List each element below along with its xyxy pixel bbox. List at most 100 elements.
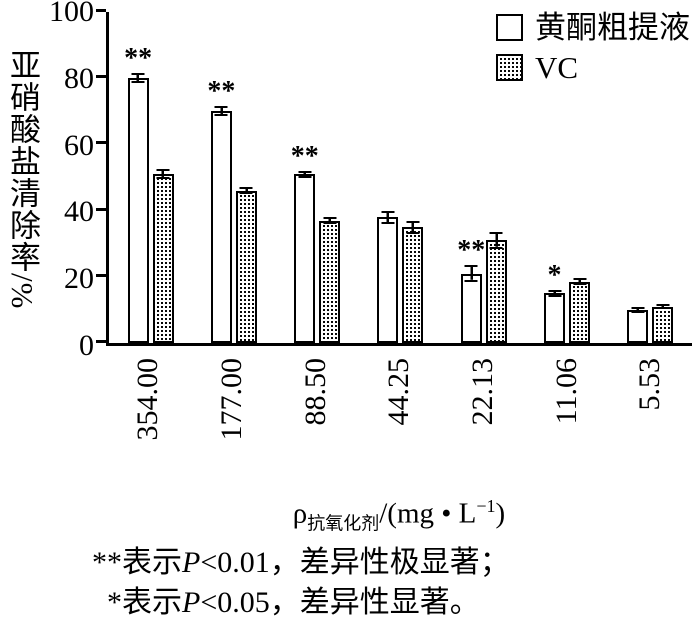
footnote-p001: **表示P<0.01，差异性极显著； — [86, 543, 692, 583]
plot-area: 黄酮粗提液 VC ** ** ** ** * — [96, 9, 692, 346]
bar-wrap — [235, 12, 257, 343]
bar-wrap — [402, 12, 424, 343]
x-tick-cell: 88.50 — [273, 346, 357, 494]
x-tick-label: 88.50 — [298, 358, 332, 426]
y-axis-tick-labels: 0 20 40 60 80 100 — [44, 0, 106, 361]
y-tick-mark — [96, 340, 106, 343]
y-axis-title: 亚硝酸盐清除率/% — [5, 48, 40, 310]
bar-group: ** — [109, 12, 192, 343]
legend-label: 黄酮粗提液 — [535, 10, 690, 45]
y-tick-label: 100 — [49, 0, 94, 28]
bar-wrap — [319, 12, 341, 343]
error-bar — [298, 170, 312, 178]
x-axis-rho-symbol: ρ — [292, 497, 308, 530]
legend: 黄酮粗提液 VC — [496, 12, 690, 83]
x-axis-spacer — [0, 346, 106, 494]
bar-group — [359, 12, 442, 343]
footnote-text: <0.01，差异性极显著； — [200, 546, 510, 580]
y-tick-mark — [96, 75, 106, 79]
footnote-p005: *表示P<0.05，差异性显著。 — [86, 583, 692, 623]
x-axis-exponent: −1 — [476, 496, 496, 516]
bar-vc — [485, 240, 507, 343]
y-tick-label: 40 — [64, 195, 94, 229]
error-bar — [631, 307, 645, 313]
error-bar — [573, 278, 587, 286]
error-bar — [214, 106, 228, 117]
x-tick-cell: 5.53 — [608, 346, 692, 494]
p-symbol: P — [182, 546, 201, 580]
significance-marker: ** — [207, 76, 236, 108]
bar-group: * — [525, 12, 608, 343]
bar-wrap — [485, 12, 507, 343]
legend-swatch-vc — [496, 54, 523, 81]
bar-flavonoid — [377, 217, 399, 343]
y-tick-label: 80 — [64, 61, 94, 95]
bar-wrap — [569, 12, 591, 343]
x-tick-label: 177.00 — [214, 358, 248, 441]
y-tick-mark — [96, 273, 106, 277]
y-tick-mark — [96, 207, 106, 211]
bar-wrap: ** — [291, 12, 319, 343]
x-axis-tick-labels: 354.00 177.00 88.50 44.25 22.13 11.06 5.53 — [106, 346, 692, 494]
x-tick-cell: 11.06 — [525, 346, 609, 494]
bar-wrap — [377, 12, 399, 343]
bar-group — [609, 12, 692, 343]
bar-wrap: ** — [457, 12, 485, 343]
x-tick-label: 5.53 — [633, 358, 667, 411]
error-bar — [464, 265, 478, 282]
x-tick-cell: 44.25 — [357, 346, 441, 494]
y-tick-label: 60 — [64, 128, 94, 162]
bar-flavonoid — [210, 111, 232, 343]
significance-marker: * — [547, 259, 562, 291]
x-tick-cell: 354.00 — [106, 346, 190, 494]
bar-groups: ** ** ** ** * — [109, 12, 692, 343]
bar-flavonoid — [127, 78, 149, 343]
bar-vc — [402, 227, 424, 343]
chart-area: 亚硝酸盐清除率/% 0 20 40 60 80 100 黄酮粗提液 VC ** ** ** ** * — [0, 0, 692, 361]
p-symbol: P — [182, 585, 201, 619]
error-bar — [239, 187, 253, 195]
y-tick-label: 20 — [64, 262, 94, 296]
error-bar — [656, 303, 670, 310]
error-bar — [406, 220, 420, 234]
footnote-text: 表示 — [122, 546, 182, 580]
bar-vc — [235, 190, 257, 343]
x-tick-label: 44.25 — [382, 358, 416, 426]
footnote-text: 表示 — [122, 585, 182, 619]
bar-flavonoid — [544, 293, 566, 343]
x-axis-unit-pre: /(mg • L — [379, 497, 477, 530]
bar-group: ** — [276, 12, 359, 343]
x-tick-cell: 22.13 — [441, 346, 525, 494]
y-tick-mark — [96, 9, 106, 12]
bar-group: ** — [192, 12, 275, 343]
bar-flavonoid — [294, 174, 316, 343]
legend-row: 黄酮粗提液 — [496, 12, 690, 43]
x-tick-label: 354.00 — [131, 358, 165, 441]
x-axis-title: ρ抗氧化剂/(mg • L−1) — [106, 496, 692, 535]
legend-row: VC — [496, 52, 690, 83]
bar-wrap — [652, 12, 674, 343]
bar-vc — [652, 306, 674, 343]
error-bar — [323, 217, 337, 224]
bar-vc — [569, 281, 591, 343]
significance-marker: ** — [290, 140, 319, 172]
bar-wrap: ** — [207, 12, 235, 343]
significance-marker: ** — [124, 43, 153, 75]
x-tick-label: 22.13 — [465, 358, 499, 426]
significance-marker-double: ** — [92, 546, 122, 580]
bar-group: ** — [442, 12, 525, 343]
bar-vc — [152, 174, 174, 343]
significance-marker: ** — [457, 235, 486, 267]
bar-wrap — [152, 12, 174, 343]
y-tick-mark — [96, 141, 106, 145]
error-bar — [156, 169, 170, 180]
bar-vc — [319, 220, 341, 343]
legend-label: VC — [535, 50, 579, 85]
bar-wrap: * — [544, 12, 566, 343]
bar-flavonoid — [627, 309, 649, 343]
x-axis-tick-row: 354.00 177.00 88.50 44.25 22.13 11.06 5.53 — [0, 346, 692, 494]
significance-marker-single: * — [107, 585, 122, 619]
footnote-text: <0.05，差异性显著。 — [200, 585, 480, 619]
footnotes: **表示P<0.01，差异性极显著； *表示P<0.05，差异性显著。 — [86, 543, 692, 622]
